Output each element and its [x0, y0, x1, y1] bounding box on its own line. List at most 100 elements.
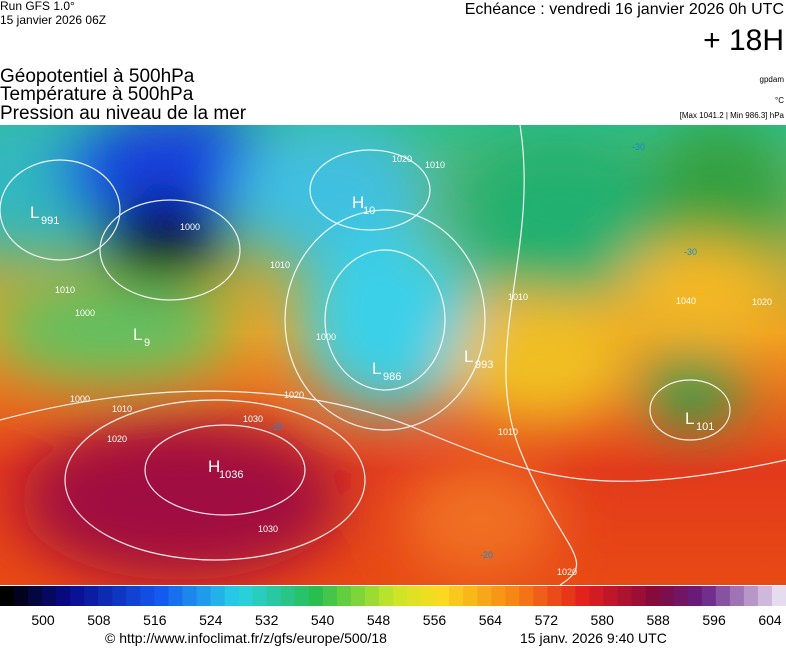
- unit: gpdam: [760, 75, 785, 84]
- isobar-label: 1030: [243, 414, 263, 424]
- center-letter: L: [685, 409, 694, 428]
- scale-label: 548: [367, 612, 391, 628]
- isobar-label: 1000: [75, 308, 95, 318]
- color-swatch: [743, 586, 759, 606]
- color-swatch: [477, 586, 492, 606]
- color-swatch: [294, 586, 310, 606]
- scale-label: 540: [311, 612, 335, 628]
- color-swatch: [350, 586, 366, 606]
- color-swatch: [771, 586, 786, 606]
- color-swatch: [673, 586, 689, 606]
- color-swatch: [28, 586, 43, 606]
- isobar-label: 1000: [180, 222, 200, 232]
- temperature-label: -20: [480, 550, 493, 560]
- scale-label: 596: [702, 612, 726, 628]
- scale-label: 508: [87, 612, 111, 628]
- isobar-label: 1010: [112, 404, 132, 414]
- scale-label: 572: [535, 612, 559, 628]
- center-value: 101: [696, 421, 714, 433]
- scale-label: 532: [255, 612, 279, 628]
- pressure-center: L 101: [685, 409, 714, 433]
- isobar-label: 1010: [498, 427, 518, 437]
- color-swatch: [308, 586, 324, 606]
- color-swatch: [98, 586, 113, 606]
- isobar-label: 1000: [70, 394, 90, 404]
- color-swatch: [547, 586, 562, 606]
- center-value: 10: [363, 205, 375, 217]
- isobar-label: 1020: [392, 154, 412, 164]
- color-swatch: [617, 586, 633, 606]
- color-swatch: [519, 586, 534, 606]
- color-swatch: [266, 586, 282, 606]
- color-swatch: [168, 586, 183, 606]
- color-swatch: [280, 586, 296, 606]
- center-letter: L: [372, 359, 381, 378]
- color-swatch: [364, 586, 380, 606]
- center-letter: H: [352, 193, 364, 212]
- isobar-label: 1020: [752, 297, 772, 307]
- pressure-center: L 991: [30, 203, 59, 227]
- valid-time: Echéance : vendredi 16 janvier 2026 0h U…: [465, 1, 784, 18]
- isobar-label: 1020: [107, 434, 127, 444]
- temperature-label: -20: [270, 422, 283, 432]
- color-swatch: [631, 586, 647, 606]
- color-swatch: [435, 586, 450, 606]
- color-swatch: [238, 586, 254, 606]
- color-swatch: [336, 586, 352, 606]
- lead-time: + 18H: [703, 24, 784, 57]
- color-swatch: [561, 586, 576, 606]
- color-swatch: [70, 586, 85, 606]
- run: Run GFS 1.0°: [0, 0, 75, 13]
- scale-label: 516: [143, 612, 167, 628]
- color-swatch: [196, 586, 212, 606]
- center-value: 991: [41, 215, 59, 227]
- center-letter: L: [464, 347, 473, 366]
- color-swatch: [687, 586, 703, 606]
- color-swatch: [14, 586, 29, 606]
- footer-time: 15 janv. 2026 9:40 UTC: [520, 630, 667, 646]
- isobar-label: 1020: [284, 390, 304, 400]
- unit: °C: [775, 96, 784, 105]
- temperature-label: -30: [684, 247, 697, 257]
- run-date: 15 janvier 2026 06Z: [0, 13, 106, 27]
- isobar-label: 1010: [55, 285, 75, 295]
- center-value: 986: [383, 371, 401, 383]
- color-swatch: [421, 586, 436, 606]
- isobar-label: 1030: [258, 524, 278, 534]
- isobar-label: 1020: [557, 567, 577, 577]
- scale-label: 604: [758, 612, 782, 628]
- scale-label: 500: [31, 612, 55, 628]
- color-swatch: [210, 586, 226, 606]
- color-swatch: [112, 586, 127, 606]
- pressure-center: L 993: [464, 347, 493, 371]
- color-swatch: [42, 586, 57, 606]
- center-value: 1036: [219, 469, 243, 481]
- color-swatch: [126, 586, 141, 606]
- center-value: 993: [475, 359, 493, 371]
- color-swatch: [182, 586, 197, 606]
- isobar-label: 1040: [676, 296, 696, 306]
- isobar-label: 1010: [270, 260, 290, 270]
- temperature-label: -30: [632, 142, 645, 152]
- color-swatch: [729, 586, 745, 606]
- map: [0, 125, 786, 585]
- color-swatch: [140, 586, 155, 606]
- field: Température à 500hPa: [0, 84, 194, 105]
- color-scale: 500 508 516 524 532 540 548 556 564 572 580 588 596 6…: [0, 586, 786, 628]
- color-swatch: [645, 586, 661, 606]
- color-swatch: [224, 586, 240, 606]
- color-swatch: [449, 586, 464, 606]
- color-swatch: [56, 586, 71, 606]
- scale-label: 524: [199, 612, 223, 628]
- unit: [Max 1041.2 | Min 986.3] hPa: [680, 111, 785, 120]
- color-swatch: [505, 586, 520, 606]
- color-swatch: [491, 586, 506, 606]
- scale-label: 564: [479, 612, 503, 628]
- color-swatch: [715, 586, 731, 606]
- color-swatch: [0, 586, 15, 606]
- color-swatch: [463, 586, 478, 606]
- center-letter: L: [30, 203, 39, 222]
- color-swatch: [575, 586, 590, 606]
